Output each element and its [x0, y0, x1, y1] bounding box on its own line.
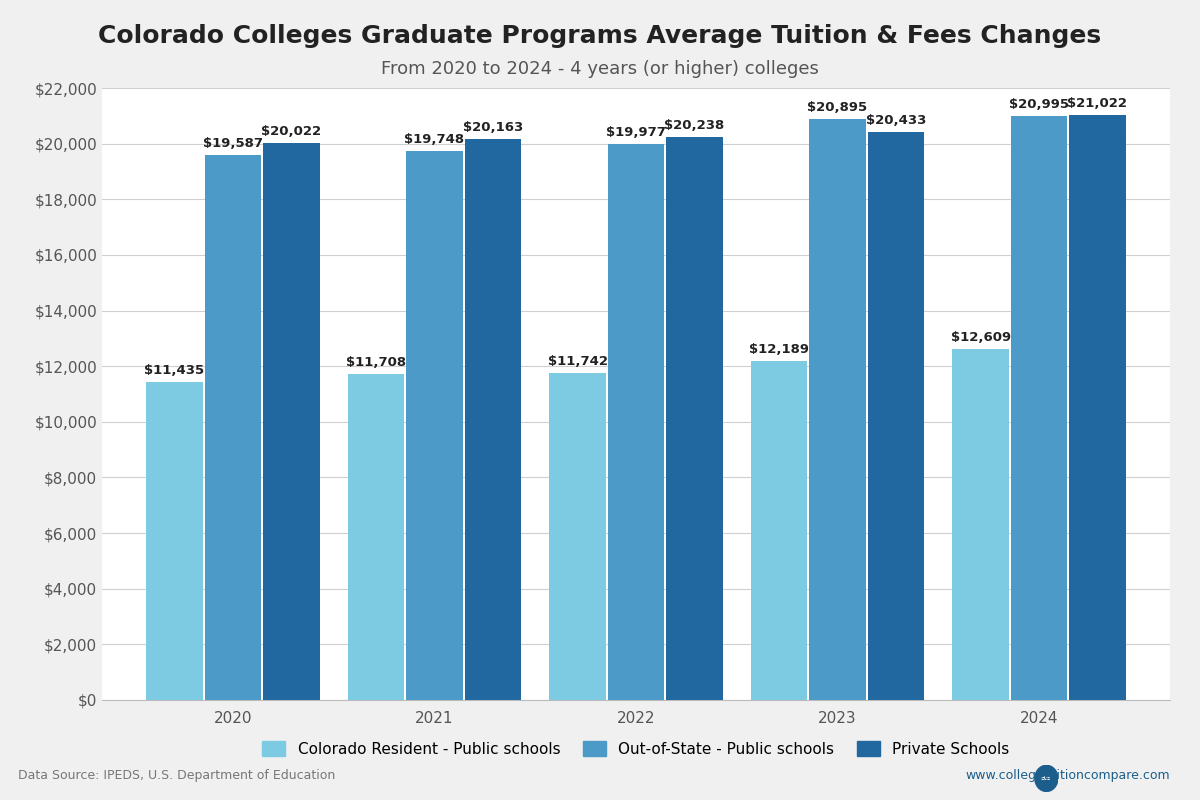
Text: $19,748: $19,748 — [404, 133, 464, 146]
Text: $20,238: $20,238 — [665, 119, 725, 132]
Bar — [263, 143, 319, 700]
Text: $11,435: $11,435 — [144, 364, 205, 377]
Text: ctc: ctc — [1042, 776, 1051, 781]
Bar — [464, 139, 521, 700]
Text: $11,708: $11,708 — [346, 356, 406, 370]
Text: From 2020 to 2024 - 4 years (or higher) colleges: From 2020 to 2024 - 4 years (or higher) … — [382, 60, 818, 78]
Text: $21,022: $21,022 — [1068, 97, 1128, 110]
Legend: Colorado Resident - Public schools, Out-of-State - Public schools, Private Schoo: Colorado Resident - Public schools, Out-… — [257, 734, 1015, 762]
Bar — [1069, 115, 1126, 700]
Text: $19,587: $19,587 — [203, 137, 263, 150]
Bar — [868, 131, 924, 700]
Bar — [809, 118, 865, 700]
Text: Data Source: IPEDS, U.S. Department of Education: Data Source: IPEDS, U.S. Department of E… — [18, 770, 335, 782]
Text: $20,022: $20,022 — [262, 125, 322, 138]
Text: $20,163: $20,163 — [463, 121, 523, 134]
Bar — [607, 144, 665, 700]
Text: $19,977: $19,977 — [606, 126, 666, 139]
Bar — [146, 382, 203, 700]
Text: $20,995: $20,995 — [1009, 98, 1069, 111]
Bar — [550, 374, 606, 700]
Bar — [407, 150, 463, 700]
Text: $11,742: $11,742 — [547, 355, 607, 368]
Bar — [1010, 116, 1067, 700]
Bar — [205, 155, 262, 700]
Bar — [953, 350, 1009, 700]
Bar — [751, 361, 808, 700]
Bar — [348, 374, 404, 700]
Text: $20,895: $20,895 — [808, 101, 868, 114]
Text: $12,189: $12,189 — [749, 343, 809, 356]
Text: $20,433: $20,433 — [865, 114, 926, 126]
Text: www.collegetuitioncompare.com: www.collegetuitioncompare.com — [965, 770, 1170, 782]
Text: $12,609: $12,609 — [950, 331, 1010, 344]
Circle shape — [1034, 766, 1058, 791]
Bar — [666, 137, 722, 700]
Text: Colorado Colleges Graduate Programs Average Tuition & Fees Changes: Colorado Colleges Graduate Programs Aver… — [98, 24, 1102, 48]
